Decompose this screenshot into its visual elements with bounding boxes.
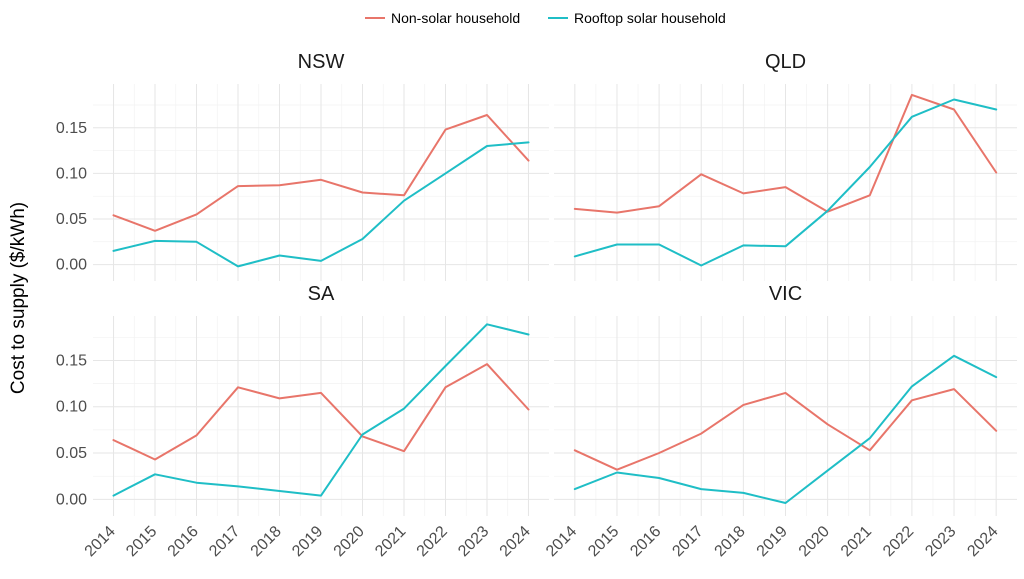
x-tick-label: 2021: [372, 523, 409, 560]
y-tick-label: 0.15: [56, 120, 87, 137]
x-tick-label: 2024: [497, 523, 534, 560]
x-axis-ticks: 2014 2015 2016 2017 2018 2019 2020 2021 2022 2023…: [82, 523, 1002, 560]
panel-title-nsw: NSW: [298, 51, 345, 73]
y-tick-label: 0.05: [56, 445, 87, 462]
gridlines: [554, 316, 1017, 516]
panel-title-sa: SA: [308, 283, 335, 305]
y-tick-label: 0.10: [56, 165, 87, 182]
x-tick-label: 2018: [712, 523, 749, 560]
x-tick-label: 2017: [206, 523, 243, 560]
x-tick-label: 2015: [123, 523, 160, 560]
panel-nsw: NSW 0.00 0.05 0.10 0.15: [56, 51, 549, 281]
y-tick-label: 0.10: [56, 399, 87, 416]
x-tick-label: 2023: [455, 523, 492, 560]
series-line-rooftop-solar-vic: [573, 354, 998, 504]
legend-label: Non-solar household: [391, 10, 520, 26]
x-tick-label: 2024: [964, 523, 1001, 560]
series-line-non-solar-sa: [112, 363, 530, 461]
x-tick-label: 2020: [796, 523, 833, 560]
panel-title-qld: QLD: [765, 51, 806, 73]
panel-vic: VIC: [554, 283, 1017, 516]
series-line-non-solar-nsw: [112, 114, 530, 232]
panel-qld: QLD: [554, 51, 1017, 281]
x-tick-label: 2014: [543, 523, 580, 560]
x-tick-label: 2020: [331, 523, 368, 560]
facet-panels: NSW 0.00 0.05 0.10 0.15 QLD SA 0.00 0.05 0.10 0.15…: [56, 51, 1017, 516]
gridlines: [554, 84, 1017, 281]
x-tick-label: 2019: [289, 523, 326, 560]
x-tick-label: 2019: [754, 523, 791, 560]
gridlines: [93, 84, 549, 281]
x-tick-label: 2016: [627, 523, 664, 560]
series-line-rooftop-solar-qld: [573, 98, 998, 267]
legend-item-rooftop-solar: Rooftop solar household: [548, 10, 726, 26]
x-tick-label: 2015: [585, 523, 622, 560]
x-tick-label: 2016: [165, 523, 202, 560]
x-tick-label: 2021: [838, 523, 875, 560]
gridlines: [93, 316, 549, 516]
panel-sa: SA 0.00 0.05 0.10 0.15: [56, 283, 549, 516]
x-tick-label: 2014: [82, 523, 119, 560]
series-line-rooftop-solar-sa: [112, 323, 530, 497]
y-tick-label: 0.00: [56, 491, 87, 508]
y-axis-title: Cost to supply ($/kWh): [8, 202, 29, 394]
x-tick-label: 2022: [414, 523, 451, 560]
y-tick-label: 0.00: [56, 257, 87, 274]
x-tick-label: 2022: [880, 523, 917, 560]
series-line-rooftop-solar-nsw: [112, 141, 530, 268]
panel-title-vic: VIC: [769, 283, 802, 305]
x-tick-label: 2023: [922, 523, 959, 560]
x-tick-label: 2018: [248, 523, 285, 560]
legend-label: Rooftop solar household: [574, 10, 726, 26]
series-line-non-solar-qld: [573, 93, 998, 214]
legend: Non-solar household Rooftop solar househo…: [365, 10, 726, 26]
legend-item-non-solar: Non-solar household: [365, 10, 520, 26]
series-line-non-solar-vic: [573, 388, 998, 471]
x-tick-label: 2017: [669, 523, 706, 560]
y-tick-label: 0.15: [56, 352, 87, 369]
y-tick-label: 0.05: [56, 211, 87, 228]
